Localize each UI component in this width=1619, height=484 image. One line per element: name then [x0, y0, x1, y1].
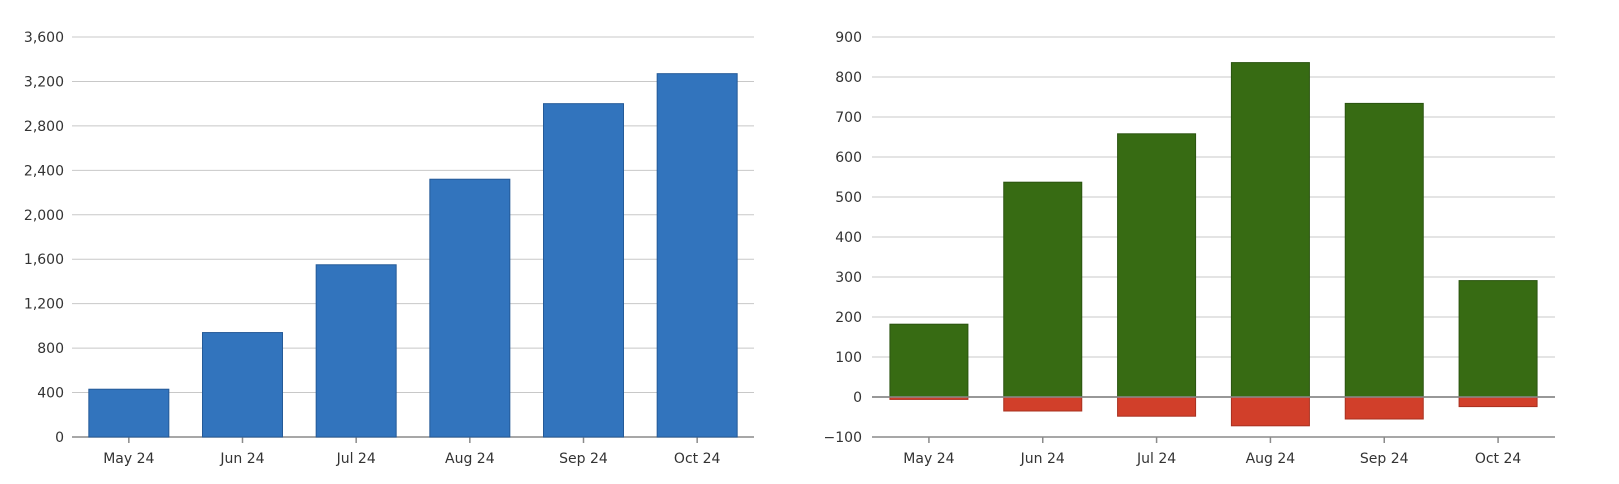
y-tick-label: −100 — [824, 430, 862, 446]
bar — [656, 73, 738, 438]
bar-negative — [1458, 396, 1538, 408]
bar — [315, 264, 397, 438]
x-tick-label: Oct 24 — [1475, 451, 1522, 467]
x-tick-label: May 24 — [103, 451, 154, 467]
x-tick-label: Oct 24 — [674, 451, 721, 467]
cumulative-bar-chart: 0 400 800 1,200 1,600 2,000 2,400 2,800 3,200 3,6… — [24, 30, 754, 467]
x-tick-label: Sep 24 — [1360, 451, 1409, 467]
bar-negative — [1003, 396, 1083, 412]
y-tick-label: 800 — [37, 341, 64, 357]
bar-positive — [1344, 102, 1424, 398]
y-tick-label: 200 — [835, 310, 862, 326]
bar-positive — [889, 323, 969, 398]
bar — [202, 332, 283, 438]
y-tick-label: 800 — [835, 70, 862, 86]
y-tick-label: 1,600 — [24, 252, 64, 268]
bar — [88, 388, 170, 438]
y-tick-label: 300 — [835, 270, 862, 286]
bar-negative — [1344, 396, 1424, 420]
x-tick-label: Jul 24 — [1136, 451, 1176, 467]
bar — [429, 178, 511, 438]
y-tick-label: 600 — [835, 150, 862, 166]
bar-negative — [1230, 396, 1310, 427]
y-tick-label: 900 — [835, 30, 862, 46]
y-tick-label: 2,800 — [24, 119, 64, 135]
bar-positive — [1003, 181, 1083, 398]
y-tick-label: 400 — [37, 386, 64, 402]
x-tick-label: Aug 24 — [445, 451, 495, 467]
y-tick-label: 100 — [835, 350, 862, 366]
bar-positive — [1117, 133, 1197, 398]
y-tick-label: 700 — [835, 110, 862, 126]
y-tick-label: 3,200 — [24, 74, 64, 90]
bar-positive — [1458, 280, 1538, 398]
y-tick-label: 0 — [853, 390, 862, 406]
y-tick-label: 0 — [55, 430, 64, 446]
x-tick-label: Jul 24 — [336, 451, 376, 467]
gain-loss-bar-chart: −100 0 100 200 300 400 500 600 700 800 900 May 24 Ju… — [824, 30, 1555, 467]
bar-negative — [1117, 396, 1197, 417]
y-tick-label: 2,400 — [24, 163, 64, 179]
x-tick-label: Jun 24 — [219, 451, 264, 467]
y-tick-label: 400 — [835, 230, 862, 246]
x-tick-label: Aug 24 — [1246, 451, 1296, 467]
y-tick-label: 2,000 — [24, 208, 64, 224]
bar-positive — [1230, 62, 1310, 398]
x-tick-label: Sep 24 — [559, 451, 608, 467]
y-tick-label: 500 — [835, 190, 862, 206]
bar — [543, 103, 624, 438]
x-tick-label: Jun 24 — [1020, 451, 1065, 467]
y-tick-label: 1,200 — [24, 297, 64, 313]
y-tick-label: 3,600 — [24, 30, 64, 46]
x-tick-label: May 24 — [903, 451, 954, 467]
